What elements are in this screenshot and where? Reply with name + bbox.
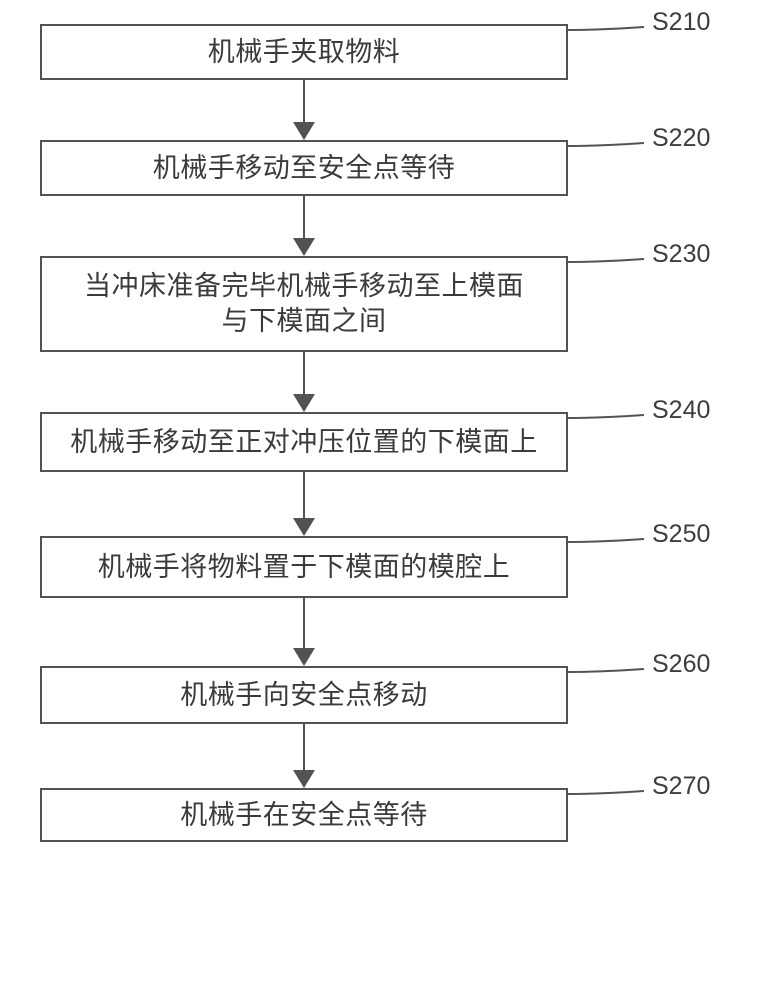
- flow-arrow-down-icon: [289, 352, 319, 412]
- flow-step-text: 机械手将物料置于下模面的模腔上: [98, 550, 511, 585]
- flow-step-id-label: S230: [652, 240, 710, 269]
- flow-step-text: 机械手向安全点移动: [180, 678, 428, 713]
- flow-step-text: 机械手夹取物料: [208, 35, 401, 70]
- flow-arrow-down-icon: [289, 724, 319, 788]
- flow-arrow-down-icon: [289, 80, 319, 140]
- flow-step-text: 机械手在安全点等待: [180, 798, 428, 833]
- flow-step-text: 机械手移动至正对冲压位置的下模面上: [70, 425, 538, 460]
- flow-step-box: 机械手将物料置于下模面的模腔上: [40, 536, 568, 598]
- flow-step-box: 机械手夹取物料: [40, 24, 568, 80]
- flow-arrow-down-icon: [289, 196, 319, 256]
- flow-step-id-label: S220: [652, 124, 710, 153]
- flow-arrow-down-icon: [289, 472, 319, 536]
- flow-step-box: 机械手移动至安全点等待: [40, 140, 568, 196]
- flow-step-box: 当冲床准备完毕机械手移动至上模面与下模面之间: [40, 256, 568, 352]
- flow-step-text: 当冲床准备完毕机械手移动至上模面与下模面之间: [84, 269, 524, 338]
- flow-step-id-label: S210: [652, 8, 710, 37]
- flow-step-box: 机械手向安全点移动: [40, 666, 568, 724]
- flow-step-box: 机械手移动至正对冲压位置的下模面上: [40, 412, 568, 472]
- flow-arrow-down-icon: [289, 598, 319, 666]
- flow-step-text: 机械手移动至安全点等待: [153, 151, 456, 186]
- flow-step-id-label: S250: [652, 520, 710, 549]
- flow-step-id-label: S270: [652, 772, 710, 801]
- flow-step-id-label: S240: [652, 396, 710, 425]
- flow-step-id-label: S260: [652, 650, 710, 679]
- flow-step-box: 机械手在安全点等待: [40, 788, 568, 842]
